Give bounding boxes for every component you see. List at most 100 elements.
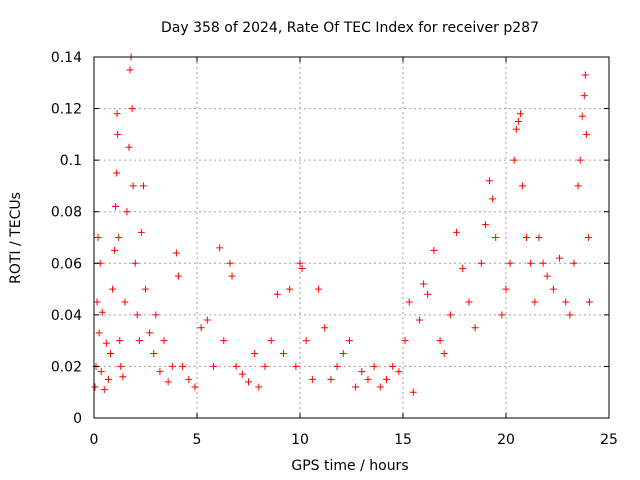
data-point — [119, 373, 127, 381]
y-tick-label: 0.14 — [51, 50, 82, 66]
data-point — [168, 362, 176, 370]
data-point — [518, 182, 526, 190]
y-tick-label: 0.04 — [51, 308, 82, 324]
data-point — [174, 272, 182, 280]
x-tick-label: 0 — [90, 432, 99, 448]
data-point — [115, 234, 123, 241]
data-point — [292, 362, 300, 370]
data-point — [286, 285, 294, 293]
scatter-points — [91, 53, 593, 396]
x-axis-ticks: 0 5 10 15 20 25 — [90, 57, 618, 448]
data-point — [562, 298, 570, 306]
data-point — [91, 383, 99, 391]
data-point — [576, 156, 584, 164]
data-point — [333, 362, 341, 370]
data-point — [352, 383, 360, 391]
data-point — [94, 234, 102, 241]
data-point — [327, 375, 335, 383]
data-point — [112, 203, 120, 211]
data-point — [114, 130, 122, 138]
data-point — [415, 316, 423, 324]
data-point — [512, 125, 520, 133]
data-point — [584, 234, 592, 241]
data-point — [543, 272, 551, 280]
data-point — [582, 130, 590, 138]
data-point — [566, 311, 574, 319]
data-point — [430, 246, 438, 254]
data-point — [395, 368, 403, 376]
data-point — [420, 280, 428, 288]
data-point — [492, 234, 500, 241]
data-point — [383, 375, 391, 383]
y-axis-label: ROTI / TECUs — [8, 192, 24, 284]
data-point — [139, 182, 147, 190]
data-point — [146, 329, 154, 337]
data-point — [506, 259, 514, 267]
data-point — [98, 308, 106, 316]
data-point — [261, 362, 269, 370]
data-point — [128, 105, 136, 113]
data-point — [471, 324, 479, 332]
data-point — [345, 337, 353, 345]
data-point — [273, 290, 281, 298]
data-point — [197, 324, 205, 332]
data-point — [405, 298, 413, 306]
data-point — [465, 298, 473, 306]
data-point — [191, 383, 199, 391]
data-point — [280, 350, 288, 358]
data-point — [164, 378, 172, 386]
data-point — [160, 337, 168, 345]
data-point — [370, 362, 378, 370]
data-point — [516, 110, 524, 118]
data-point — [489, 195, 497, 203]
data-point — [100, 386, 108, 394]
data-point — [93, 298, 101, 306]
data-point — [125, 143, 133, 151]
data-point — [220, 337, 228, 345]
data-point — [453, 228, 461, 236]
data-point — [585, 298, 593, 306]
data-point — [172, 249, 180, 257]
y-tick-label: 0 — [73, 411, 82, 427]
data-point — [477, 259, 485, 267]
y-tick-label: 0.06 — [51, 256, 82, 272]
x-tick-label: 10 — [291, 432, 309, 448]
data-point — [321, 324, 329, 332]
data-point — [267, 337, 275, 345]
data-point — [156, 368, 164, 376]
y-tick-label: 0.1 — [60, 153, 82, 169]
data-point — [238, 370, 246, 378]
data-point — [97, 368, 105, 376]
data-point — [209, 362, 217, 370]
data-point — [133, 311, 141, 319]
y-tick-label: 0.08 — [51, 205, 82, 221]
data-point — [514, 117, 522, 125]
data-point — [104, 375, 112, 383]
data-point — [296, 259, 304, 267]
data-point — [185, 375, 193, 383]
data-point — [436, 337, 444, 345]
data-point — [539, 259, 547, 267]
data-point — [570, 259, 578, 267]
data-point — [121, 298, 129, 306]
data-point — [409, 388, 417, 396]
chart-title: Day 358 of 2024, Rate Of TEC Index for r… — [161, 20, 539, 36]
data-point — [440, 350, 448, 358]
grid-lines — [94, 57, 609, 418]
data-point — [95, 329, 103, 337]
data-point — [251, 350, 259, 358]
data-point — [137, 228, 145, 236]
data-point — [580, 92, 588, 100]
data-point — [358, 368, 366, 376]
data-point — [216, 244, 224, 252]
data-point — [308, 375, 316, 383]
data-point — [424, 290, 432, 298]
data-point — [486, 177, 494, 185]
data-point — [135, 337, 143, 345]
data-point — [481, 221, 489, 229]
data-point — [339, 350, 347, 358]
x-tick-label: 20 — [497, 432, 515, 448]
data-point — [111, 246, 119, 254]
x-tick-label: 5 — [193, 432, 202, 448]
data-point — [298, 264, 306, 272]
